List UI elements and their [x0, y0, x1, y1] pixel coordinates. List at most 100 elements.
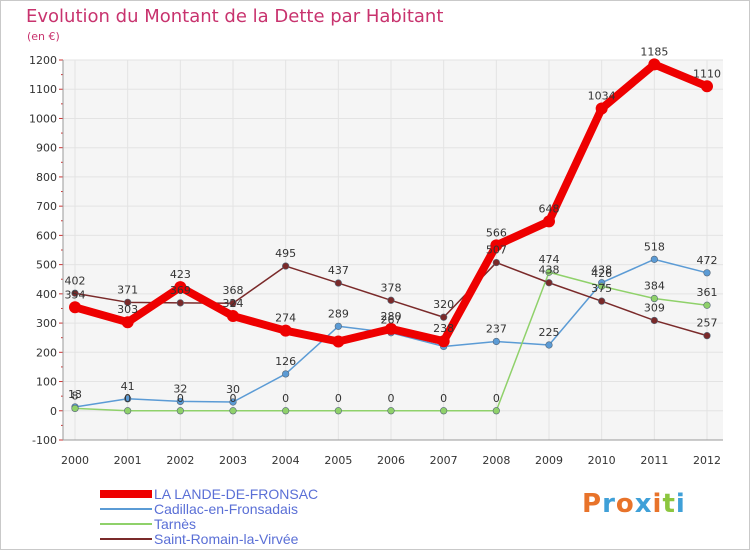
data-label-1: 32: [173, 382, 187, 395]
series-point-3: [545, 279, 553, 287]
x-tick-label: 2001: [114, 454, 142, 467]
data-label-1: 13: [68, 388, 82, 401]
y-tick-label: 300: [36, 317, 57, 330]
data-label-2: 426: [591, 267, 612, 280]
series-point-1: [124, 395, 132, 403]
data-label-3: 507: [486, 244, 507, 257]
data-label-2: 0: [388, 392, 395, 405]
series-point-0: [648, 58, 661, 71]
series-point-0: [227, 310, 239, 323]
series-point-2: [229, 407, 237, 415]
data-label-3: 309: [644, 301, 665, 314]
series-point-3: [650, 316, 658, 325]
series-point-1: [650, 255, 658, 263]
logo-letter: t: [662, 489, 676, 519]
y-tick-label: 900: [36, 142, 57, 155]
y-tick-label: 700: [36, 200, 57, 213]
legend-label: Tarnès: [154, 516, 197, 532]
data-label-2: 0: [230, 392, 237, 405]
series-point-1: [334, 322, 342, 330]
data-label-0: 566: [486, 226, 507, 239]
legend-entry: Cadillac-en-Fronsadais: [100, 501, 298, 517]
series-point-1: [545, 341, 553, 349]
series-point-2: [703, 301, 711, 309]
x-tick-label: 2011: [640, 454, 668, 467]
y-tick-label: 1100: [29, 83, 57, 96]
series-point-3: [71, 289, 79, 297]
series-point-0: [279, 324, 292, 337]
series-point-2: [545, 268, 553, 276]
data-label-2: 384: [644, 280, 665, 293]
data-label-1: 41: [121, 380, 135, 393]
legend-swatch: [100, 508, 152, 510]
data-label-0: 423: [170, 268, 191, 281]
data-label-0: 1185: [640, 45, 668, 58]
series-point-2: [124, 407, 132, 415]
data-label-3: 320: [433, 298, 454, 311]
y-tick-label: 500: [36, 259, 57, 272]
legend-entry: LA LANDE-DE-FRONSAC: [100, 486, 318, 502]
data-label-0: 324: [223, 297, 244, 310]
plot-area: -100010020030040050060070080090010001100…: [29, 45, 723, 467]
legend-label: LA LANDE-DE-FRONSAC: [154, 486, 319, 502]
legend-swatch: [100, 490, 152, 498]
series-point-1: [176, 397, 184, 406]
data-label-3: 495: [275, 247, 296, 260]
data-label-1: 289: [328, 307, 349, 320]
data-label-3: 402: [65, 274, 86, 287]
x-tick-label: 2008: [482, 454, 510, 467]
series-point-0: [437, 335, 450, 348]
data-label-3: 438: [539, 264, 560, 277]
series-point-1: [229, 398, 237, 406]
series-point-3: [598, 297, 606, 305]
series-point-3: [387, 296, 395, 304]
data-label-0: 1034: [588, 90, 616, 103]
series-point-1: [492, 337, 500, 346]
data-label-3: 368: [223, 284, 244, 297]
series-point-2: [282, 407, 290, 415]
data-label-1: 126: [275, 355, 296, 368]
y-tick-label: 600: [36, 229, 57, 242]
data-label-0: 354: [65, 288, 86, 301]
x-tick-label: 2007: [430, 454, 458, 467]
series-point-0: [543, 215, 555, 228]
logo-letter: o: [615, 489, 635, 519]
x-tick-label: 2010: [588, 454, 616, 467]
y-tick-label: 400: [36, 288, 57, 301]
series-point-2: [387, 407, 395, 415]
series-point-2: [598, 282, 606, 290]
series-point-3: [492, 258, 500, 267]
data-label-1: 472: [697, 254, 718, 267]
chart-title: Evolution du Montant de la Dette par Hab…: [26, 6, 443, 27]
data-label-3: 378: [381, 281, 402, 294]
data-label-0: 303: [117, 303, 138, 316]
data-label-2: 0: [282, 392, 289, 405]
plot-background: [63, 60, 723, 440]
y-tick-label: 1200: [29, 54, 57, 67]
data-label-1: 30: [226, 383, 240, 396]
series-point-0: [385, 322, 397, 335]
data-label-2: 474: [539, 253, 560, 266]
logo-letter: r: [602, 489, 616, 519]
data-label-2: 0: [440, 392, 447, 405]
data-label-3: 257: [697, 317, 718, 330]
series-point-3: [124, 298, 132, 306]
x-tick-label: 2004: [272, 454, 300, 467]
data-label-0: 1110: [693, 67, 721, 80]
legend-entry: Saint-Romain-la-Virvée: [100, 531, 298, 547]
series-point-0: [332, 335, 345, 348]
x-tick-label: 2000: [61, 454, 89, 467]
series-point-2: [71, 404, 79, 413]
logo-letter: P: [582, 489, 603, 519]
series-point-3: [440, 313, 448, 321]
legend-swatch: [100, 523, 152, 525]
data-label-2: 361: [697, 286, 718, 299]
y-tick-label: -100: [32, 434, 57, 447]
series-point-3: [703, 332, 711, 340]
logo-letter: x: [634, 489, 653, 519]
y-tick-label: 100: [36, 376, 57, 389]
legend-entry: Tarnès: [100, 516, 196, 532]
series-point-0: [595, 102, 608, 115]
series-point-3: [176, 299, 184, 307]
